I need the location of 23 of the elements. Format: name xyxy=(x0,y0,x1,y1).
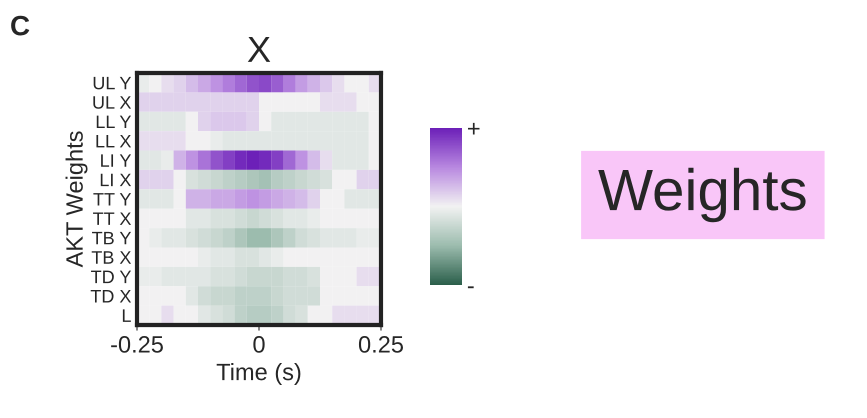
y-tick-label: TT X xyxy=(93,212,132,225)
text: C xyxy=(11,16,30,36)
y-tick-label: TD Y xyxy=(91,270,132,284)
y-tick-label: TT Y xyxy=(93,193,132,206)
y-tick-label: L xyxy=(122,309,131,322)
y-tick-label: UL X xyxy=(93,96,132,109)
x-tick-label: -0.25 xyxy=(111,336,163,353)
x-tick-label: 0 xyxy=(253,336,265,353)
y-tick-label: TD X xyxy=(90,290,132,302)
y-tick-label: LL Y xyxy=(96,116,132,128)
y-tick-label: UL Y xyxy=(94,76,132,90)
y-tick-label: TB Y xyxy=(92,232,132,244)
y-axis-title: AKT Weights xyxy=(66,131,88,268)
y-tick-label: LI Y xyxy=(101,154,132,167)
text: Weights xyxy=(598,168,806,222)
x-tick-label: 0.25 xyxy=(358,336,403,353)
chart-title: X xyxy=(248,37,270,62)
y-tick-label: LL X xyxy=(96,134,132,148)
color-bar-label: + xyxy=(468,122,480,134)
y-tick-label: TB X xyxy=(92,251,132,264)
color-bar-label: - xyxy=(468,286,474,288)
y-tick-label: LI X xyxy=(100,174,132,186)
x-axis-title: Time (s) xyxy=(216,362,300,385)
